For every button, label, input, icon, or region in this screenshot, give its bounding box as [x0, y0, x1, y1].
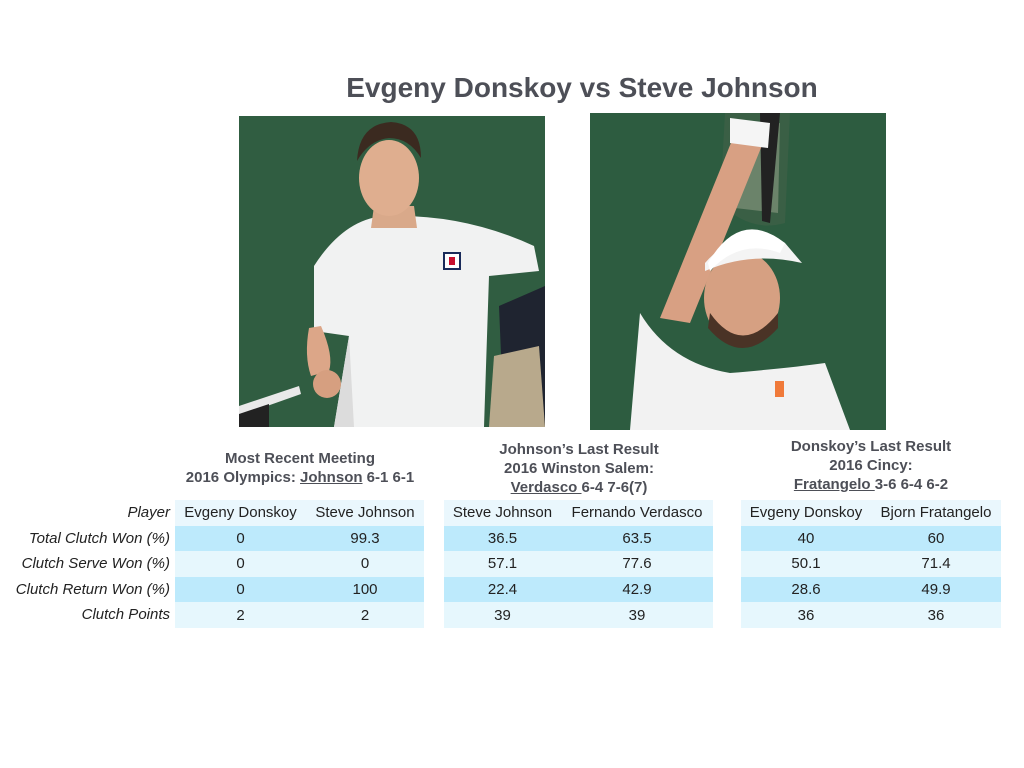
section-1-winner-link[interactable]: Johnson	[300, 469, 363, 486]
stat-cell: 0	[175, 525, 306, 552]
table-row-points: 36 36	[741, 602, 1001, 628]
stat-cell: 42.9	[561, 576, 713, 603]
section-1-heading-line1: Most Recent Meeting	[224, 450, 375, 467]
section-2-winner-link[interactable]: Verdasco	[510, 479, 582, 496]
page-title: Evgeny Donskoy vs Steve Johnson	[346, 72, 818, 103]
stat-cell: 77.6	[561, 551, 713, 577]
section-3-score: 3-6 6-4 6-2	[874, 476, 949, 493]
player-name-cell: Steve Johnson	[306, 500, 424, 526]
section-2-heading: Johnson’s Last Result 2016 Winston Salem…	[444, 440, 714, 497]
stat-cell: 22.4	[444, 576, 561, 603]
section-2-score: 6-4 7-6(7)	[581, 479, 648, 496]
stat-cell: 28.6	[741, 576, 871, 603]
stat-cell: 71.4	[871, 551, 1001, 577]
section-1-event: 2016 Olympics:	[185, 469, 301, 486]
player-name-cell: Evgeny Donskoy	[175, 500, 306, 526]
section-1-heading-line2: 2016 Olympics: Johnson 6-1 6-1	[170, 468, 430, 487]
section-3-heading: Donskoy’s Last Result 2016 Cincy: Fratan…	[740, 437, 1002, 494]
player-name-cell: Bjorn Fratangelo	[871, 500, 1001, 526]
stat-cell: 2	[175, 602, 306, 628]
section-3-heading-line1: Donskoy’s Last Result	[790, 438, 952, 455]
table-row-serve: 57.1 77.6	[444, 551, 713, 577]
stat-cell: 99.3	[306, 525, 424, 552]
table-row-serve: 50.1 71.4	[741, 551, 1001, 577]
table-row-return: 28.6 49.9	[741, 576, 1001, 603]
table-row-total: 0 99.3	[175, 525, 424, 552]
row-label-serve: Clutch Serve Won (%)	[21, 555, 170, 573]
table-row-player: Evgeny Donskoy Bjorn Fratangelo	[741, 500, 1001, 526]
player-photo-donskoy	[239, 116, 545, 427]
row-label-return: Clutch Return Won (%)	[15, 580, 170, 598]
table-row-player: Steve Johnson Fernando Verdasco	[444, 500, 713, 526]
row-labels: Player Total Clutch Won (%) Clutch Serve…	[0, 500, 170, 628]
stat-cell: 100	[306, 576, 424, 603]
player-name-cell: Fernando Verdasco	[561, 500, 713, 526]
stat-cell: 39	[561, 602, 713, 628]
stat-cell: 49.9	[871, 576, 1001, 603]
table-row-total: 36.5 63.5	[444, 525, 713, 552]
stat-cell: 36	[741, 602, 871, 628]
row-label-total: Total Clutch Won (%)	[28, 529, 170, 547]
stat-cell: 63.5	[561, 525, 713, 552]
section-3-heading-line2: 2016 Cincy:	[829, 457, 913, 474]
stat-cell: 40	[741, 525, 871, 552]
stat-cell: 39	[444, 602, 561, 628]
row-label-player: Player	[127, 504, 170, 521]
table-row-return: 22.4 42.9	[444, 576, 713, 603]
section-2-heading-line3: Verdasco 6-4 7-6(7)	[444, 478, 714, 497]
section-1-score: 6-1 6-1	[362, 469, 415, 486]
table-row-player: Evgeny Donskoy Steve Johnson	[175, 500, 424, 526]
stat-cell: 57.1	[444, 551, 561, 577]
stat-cell: 36.5	[444, 525, 561, 552]
section-3-winner-link[interactable]: Fratangelo	[793, 476, 875, 493]
player-photo-johnson	[590, 113, 886, 430]
stat-cell: 0	[175, 551, 306, 577]
stat-cell: 50.1	[741, 551, 871, 577]
section-3-heading-line3: Fratangelo 3-6 6-4 6-2	[740, 475, 1002, 494]
johnson-illustration	[590, 113, 886, 430]
section-2-heading-line1: Johnson’s Last Result	[499, 441, 659, 458]
stat-cell: 60	[871, 525, 1001, 552]
stats-table-donskoy-last: Evgeny Donskoy Bjorn Fratangelo 40 60 50…	[741, 500, 1001, 628]
stat-cell: 36	[871, 602, 1001, 628]
table-row-total: 40 60	[741, 525, 1001, 552]
player-name-cell: Evgeny Donskoy	[741, 500, 871, 526]
table-row-points: 2 2	[175, 602, 424, 628]
stats-table-recent-meeting: Evgeny Donskoy Steve Johnson 0 99.3 0 0 …	[175, 500, 424, 628]
table-row-serve: 0 0	[175, 551, 424, 577]
stats-table-johnson-last: Steve Johnson Fernando Verdasco 36.5 63.…	[444, 500, 713, 628]
stat-cell: 2	[306, 602, 424, 628]
table-row-points: 39 39	[444, 602, 713, 628]
player-name-cell: Steve Johnson	[444, 500, 561, 526]
table-row-return: 0 100	[175, 576, 424, 603]
row-label-points: Clutch Points	[81, 606, 170, 624]
donskoy-illustration	[239, 116, 545, 427]
stat-cell: 0	[175, 576, 306, 603]
section-2-heading-line2: 2016 Winston Salem:	[504, 460, 654, 477]
stat-cell: 0	[306, 551, 424, 577]
section-1-heading: Most Recent Meeting 2016 Olympics: Johns…	[170, 449, 430, 487]
